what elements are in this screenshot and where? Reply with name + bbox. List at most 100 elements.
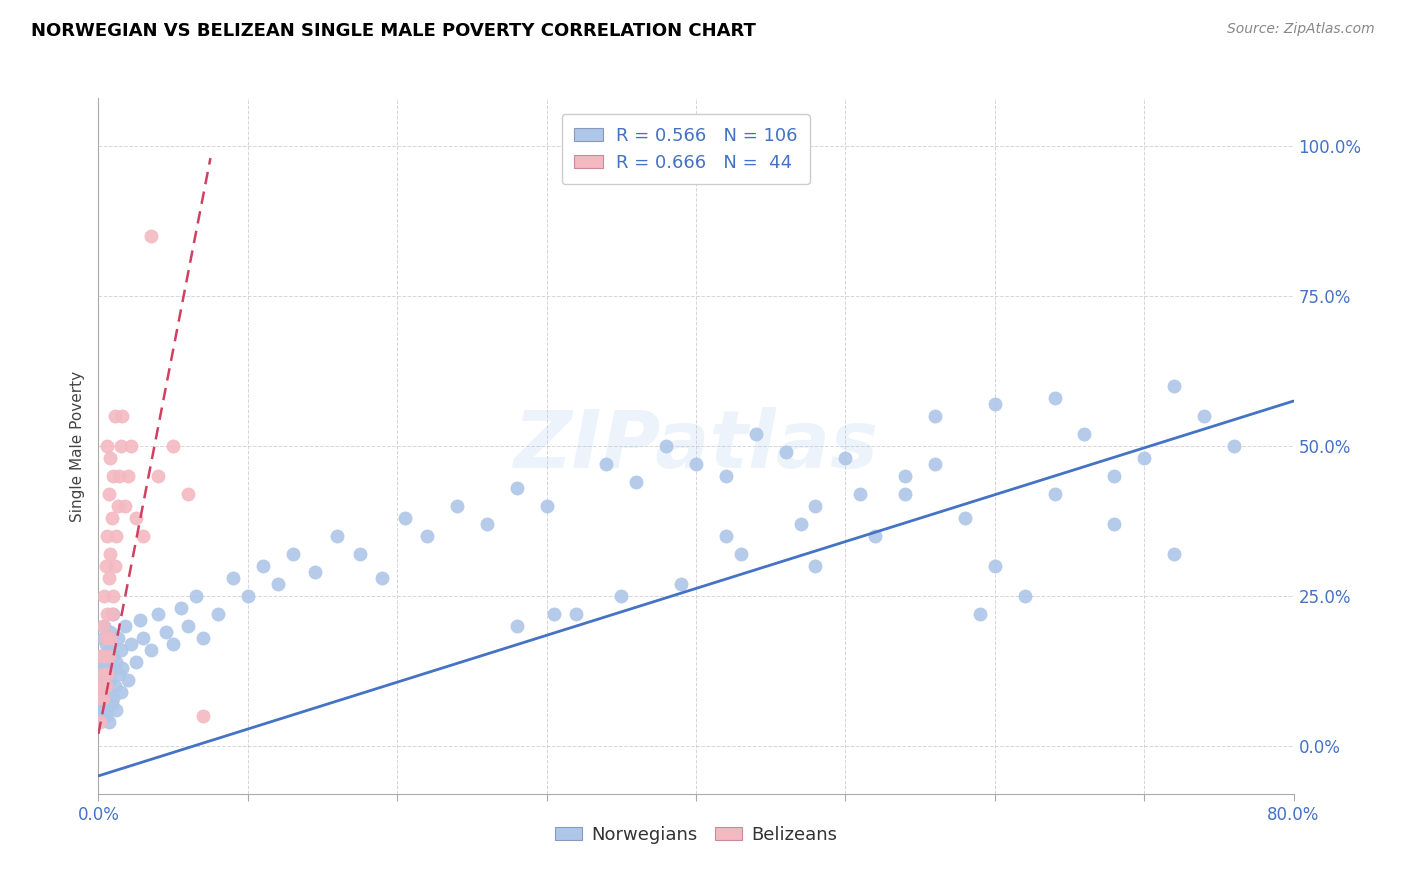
Point	[90, 648, 112, 663]
Point	[685, 457, 707, 471]
Point	[93, 697, 115, 711]
Point	[536, 499, 558, 513]
Point	[1133, 450, 1156, 465]
Point	[655, 439, 678, 453]
Point	[416, 529, 439, 543]
Point	[96, 667, 118, 681]
Point	[120, 439, 142, 453]
Point	[804, 499, 827, 513]
Point	[90, 679, 112, 693]
Point	[371, 571, 394, 585]
Point	[107, 631, 129, 645]
Point	[91, 655, 114, 669]
Point	[94, 690, 117, 705]
Point	[94, 558, 117, 573]
Point	[98, 673, 122, 687]
Point	[93, 619, 115, 633]
Point	[1073, 427, 1095, 442]
Point	[125, 655, 148, 669]
Point	[506, 481, 529, 495]
Point	[148, 469, 170, 483]
Point	[1163, 547, 1185, 561]
Text: NORWEGIAN VS BELIZEAN SINGLE MALE POVERTY CORRELATION CHART: NORWEGIAN VS BELIZEAN SINGLE MALE POVERT…	[31, 22, 756, 40]
Point	[349, 547, 371, 561]
Point	[139, 229, 162, 244]
Point	[132, 631, 155, 645]
Point	[984, 397, 1007, 411]
Point	[222, 571, 245, 585]
Point	[90, 690, 112, 705]
Point	[849, 487, 872, 501]
Point	[89, 667, 111, 681]
Point	[101, 661, 124, 675]
Point	[101, 511, 124, 525]
Point	[714, 469, 737, 483]
Point	[111, 409, 134, 423]
Point	[98, 624, 122, 639]
Point	[125, 511, 148, 525]
Point	[114, 499, 136, 513]
Point	[89, 690, 111, 705]
Point	[104, 409, 127, 423]
Point	[117, 469, 139, 483]
Point	[207, 607, 229, 621]
Point	[97, 648, 120, 663]
Point	[98, 450, 122, 465]
Point	[162, 439, 184, 453]
Point	[91, 631, 114, 645]
Point	[789, 516, 811, 531]
Point	[96, 648, 118, 663]
Point	[90, 679, 112, 693]
Text: Source: ZipAtlas.com: Source: ZipAtlas.com	[1227, 22, 1375, 37]
Y-axis label: Single Male Poverty: Single Male Poverty	[70, 370, 86, 522]
Point	[101, 607, 124, 621]
Point	[96, 607, 118, 621]
Point	[191, 709, 214, 723]
Point	[108, 469, 131, 483]
Point	[98, 631, 122, 645]
Point	[169, 601, 191, 615]
Point	[148, 607, 170, 621]
Point	[281, 547, 304, 561]
Legend: Norwegians, Belizeans: Norwegians, Belizeans	[547, 819, 845, 851]
Point	[804, 558, 827, 573]
Point	[110, 643, 132, 657]
Point	[91, 667, 114, 681]
Point	[326, 529, 349, 543]
Point	[1104, 516, 1126, 531]
Point	[96, 529, 118, 543]
Point	[111, 661, 134, 675]
Point	[105, 655, 128, 669]
Point	[91, 690, 114, 705]
Point	[101, 697, 124, 711]
Text: ZIPatlas: ZIPatlas	[513, 407, 879, 485]
Point	[96, 667, 118, 681]
Point	[120, 637, 142, 651]
Point	[177, 487, 200, 501]
Point	[475, 516, 498, 531]
Point	[97, 643, 120, 657]
Point	[865, 529, 887, 543]
Point	[97, 487, 120, 501]
Point	[730, 547, 752, 561]
Point	[93, 661, 115, 675]
Point	[93, 648, 115, 663]
Point	[89, 709, 111, 723]
Point	[236, 589, 259, 603]
Point	[184, 589, 207, 603]
Point	[104, 679, 127, 693]
Point	[103, 469, 125, 483]
Point	[94, 709, 117, 723]
Point	[834, 450, 856, 465]
Point	[714, 529, 737, 543]
Point	[775, 445, 797, 459]
Point	[155, 624, 177, 639]
Point	[110, 439, 132, 453]
Point	[132, 529, 155, 543]
Point	[91, 685, 114, 699]
Point	[90, 648, 112, 663]
Point	[94, 631, 117, 645]
Point	[191, 631, 214, 645]
Point	[91, 619, 114, 633]
Point	[506, 619, 529, 633]
